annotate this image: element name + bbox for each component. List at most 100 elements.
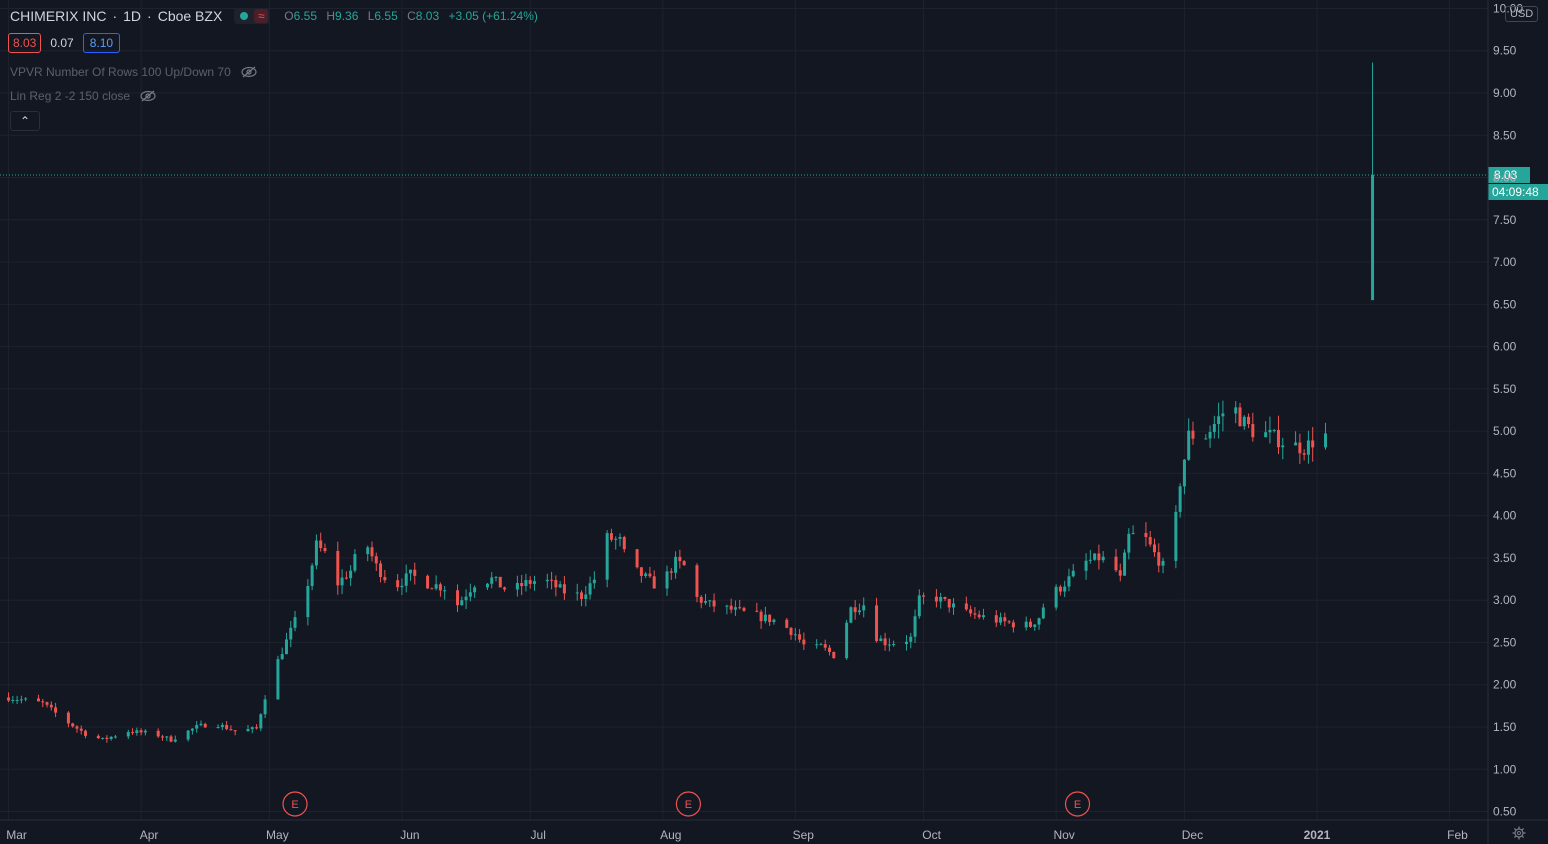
candle-body [1123, 552, 1127, 576]
time-tick-label: May [266, 828, 289, 842]
candle-body [289, 627, 293, 640]
candle-body [1182, 459, 1186, 487]
candle-body [464, 596, 468, 601]
candle-body [682, 561, 686, 566]
candle-body [203, 723, 207, 728]
time-tick-label: Nov [1053, 828, 1074, 842]
candle-body [101, 737, 105, 739]
currency-label[interactable]: USD [1505, 6, 1539, 22]
candle-body [575, 592, 579, 594]
candle-body [263, 699, 267, 715]
candle-body [310, 565, 314, 587]
eye-crossed-icon[interactable] [241, 66, 257, 78]
candle-body [550, 579, 554, 581]
candle-body [426, 575, 430, 589]
bid-box[interactable]: 8.03 [8, 33, 42, 53]
candle-body [1071, 570, 1075, 577]
price-tick-label: 0.50 [1493, 805, 1517, 819]
candle-body [819, 644, 823, 646]
candle-body [857, 610, 861, 613]
spread-value: 0.07 [50, 36, 74, 50]
candle-body [1311, 440, 1315, 448]
candle-body [11, 699, 15, 701]
candle-body [635, 549, 639, 568]
candle-body [259, 714, 263, 729]
high-value: 9.36 [335, 9, 359, 23]
interval[interactable]: 1D [123, 8, 142, 24]
candle-body [468, 592, 472, 597]
candle-body [545, 579, 549, 582]
candle-body [725, 605, 729, 607]
candle-body [160, 736, 164, 738]
candle-body [652, 576, 656, 589]
candle-body [229, 729, 233, 731]
candle-body [1037, 618, 1041, 625]
price-tick-label: 8.50 [1493, 128, 1517, 142]
candle-body [1187, 430, 1191, 460]
candle-body [383, 577, 387, 581]
candle-body [156, 730, 160, 737]
last-price-label: 8.03 [1494, 168, 1518, 182]
indicator-linreg[interactable]: Lin Reg 2 -2 150 close [10, 89, 156, 103]
candle-body [126, 732, 130, 737]
candle-body [434, 584, 438, 589]
price-tick-label: 6.00 [1493, 340, 1517, 354]
candle-body [798, 634, 802, 640]
candle-body [759, 611, 763, 622]
candle-body [1281, 445, 1285, 448]
candle-body [755, 610, 759, 612]
candle-body [490, 577, 494, 584]
candle-body [195, 725, 199, 729]
candle-body [306, 586, 310, 618]
candle-body [853, 607, 857, 613]
time-tick-label: Feb [1447, 828, 1468, 842]
candle-body [1152, 544, 1156, 553]
candle-body [485, 583, 489, 588]
low-label: L [367, 9, 375, 23]
price-tick-label: 9.50 [1493, 44, 1517, 58]
candle-body [1221, 413, 1225, 417]
candle-body [1148, 537, 1152, 545]
candle-body [413, 569, 417, 576]
candle-body [614, 538, 618, 540]
candle-body [789, 627, 793, 635]
candle-body [964, 603, 968, 610]
candle-body [532, 581, 536, 584]
candle-body [139, 730, 143, 733]
indicator-vpvr[interactable]: VPVR Number Of Rows 100 Up/Down 70 [10, 65, 257, 79]
candle-body [554, 579, 558, 588]
candle-body [1054, 586, 1058, 608]
candle-body [75, 726, 79, 729]
candle-body [1007, 621, 1011, 623]
wave-icon: ≈ [254, 9, 269, 23]
candle-body [135, 730, 139, 733]
candle-body [1011, 622, 1015, 628]
separator: · [147, 8, 152, 24]
candle-body [1084, 560, 1088, 571]
candle-body [1131, 532, 1135, 534]
candle-body [669, 571, 673, 573]
symbol-name[interactable]: CHIMERIX INC [10, 8, 107, 24]
time-tick-label: Mar [6, 828, 27, 842]
candle-body [1161, 560, 1165, 566]
candle-body [460, 600, 464, 606]
candle-body [1174, 511, 1178, 561]
candle-body [503, 587, 507, 590]
settings-gear-icon[interactable] [1512, 826, 1526, 840]
candle-body [909, 636, 913, 642]
candle-body [54, 707, 58, 713]
candle-body [1371, 174, 1375, 301]
ask-box[interactable]: 8.10 [82, 33, 121, 53]
price-tick-label: 5.00 [1493, 424, 1517, 438]
candle-body [1238, 407, 1242, 427]
market-status-pill[interactable]: ≈ [234, 8, 271, 24]
time-tick-label: Jul [531, 828, 546, 842]
earnings-marker [675, 791, 702, 817]
candle-body [1247, 416, 1251, 425]
eye-crossed-icon[interactable] [140, 90, 156, 102]
candle-body [904, 641, 908, 645]
candle-body [314, 540, 318, 566]
collapse-legend-button[interactable]: ⌃ [10, 111, 40, 131]
